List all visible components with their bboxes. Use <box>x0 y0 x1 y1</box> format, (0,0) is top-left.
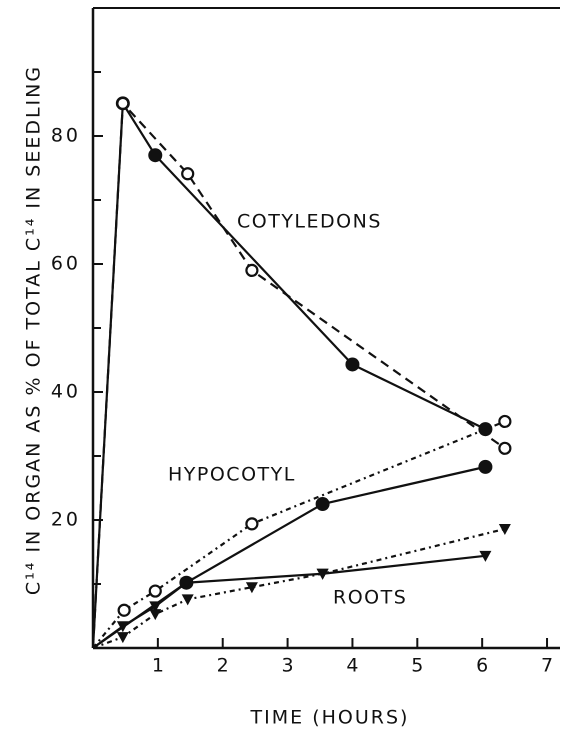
marker <box>345 357 360 372</box>
series-line <box>92 465 486 649</box>
x-tick-label: 6 <box>476 655 488 677</box>
marker <box>498 414 512 429</box>
annotation: COTYLEDONS <box>237 211 382 233</box>
marker <box>116 621 129 633</box>
series-line <box>92 554 486 649</box>
y-tick-label: 60 <box>51 253 81 275</box>
marker <box>316 568 329 580</box>
y-tick-label: 20 <box>51 509 81 531</box>
annotation: ROOTS <box>333 587 407 609</box>
marker <box>245 582 258 594</box>
x-tick-label: 1 <box>152 655 164 677</box>
marker <box>498 523 511 535</box>
marker <box>116 632 129 644</box>
y-tick-label: 40 <box>51 381 81 403</box>
annotation: HYPOCOTYL <box>168 464 296 486</box>
y-axis-label: C¹⁴ IN ORGAN AS % OF TOTAL C¹⁴ IN SEEDLI… <box>23 65 45 595</box>
marker <box>181 594 194 606</box>
marker <box>117 603 131 617</box>
marker <box>245 263 259 277</box>
marker <box>498 441 512 455</box>
x-tick-label: 3 <box>282 655 294 677</box>
marker <box>148 584 162 598</box>
x-tick-label: 2 <box>217 655 229 677</box>
marker <box>245 517 259 531</box>
series-line <box>91 100 506 649</box>
marker <box>478 459 493 474</box>
x-axis-label: TIME (HOURS) <box>250 707 410 729</box>
marker <box>180 577 193 589</box>
marker <box>315 497 330 511</box>
marker <box>181 167 195 181</box>
marker <box>148 148 163 163</box>
x-tick-label: 4 <box>346 655 358 677</box>
marker <box>116 96 130 110</box>
x-tick-label: 5 <box>411 655 423 677</box>
series-line <box>91 99 486 649</box>
marker <box>149 609 162 621</box>
y-tick-label: 80 <box>51 125 81 147</box>
x-tick-label: 7 <box>541 655 553 677</box>
marker <box>479 550 492 562</box>
marker <box>149 601 162 613</box>
